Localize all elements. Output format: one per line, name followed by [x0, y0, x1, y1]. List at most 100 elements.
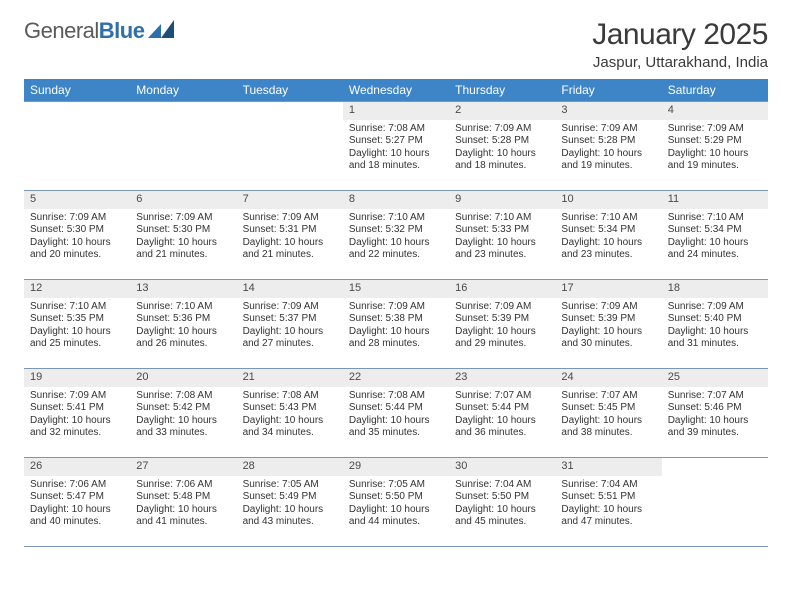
sunset-text: Sunset: 5:27 PM	[349, 135, 443, 148]
day-info: Sunrise: 7:09 AMSunset: 5:39 PMDaylight:…	[449, 298, 555, 355]
daylight-text: Daylight: 10 hours and 19 minutes.	[668, 148, 762, 173]
sunset-text: Sunset: 5:39 PM	[561, 313, 655, 326]
logo-text-1: General	[24, 18, 99, 43]
daylight-text: Daylight: 10 hours and 18 minutes.	[455, 148, 549, 173]
sunrise-text: Sunrise: 7:09 AM	[455, 301, 549, 314]
title-block: January 2025 Jaspur, Uttarakhand, India	[592, 18, 768, 71]
sunrise-text: Sunrise: 7:10 AM	[561, 212, 655, 225]
day-number: 9	[449, 191, 555, 209]
day-number	[130, 102, 236, 106]
day-info: Sunrise: 7:04 AMSunset: 5:51 PMDaylight:…	[555, 476, 661, 533]
location: Jaspur, Uttarakhand, India	[592, 54, 768, 71]
day-number: 23	[449, 369, 555, 387]
sunset-text: Sunset: 5:29 PM	[668, 135, 762, 148]
page-title: January 2025	[592, 18, 768, 52]
day-info: Sunrise: 7:10 AMSunset: 5:35 PMDaylight:…	[24, 298, 130, 355]
sunset-text: Sunset: 5:35 PM	[30, 313, 124, 326]
daylight-text: Daylight: 10 hours and 23 minutes.	[561, 237, 655, 262]
day-number: 31	[555, 458, 661, 476]
daylight-text: Daylight: 10 hours and 32 minutes.	[30, 415, 124, 440]
sunrise-text: Sunrise: 7:08 AM	[136, 390, 230, 403]
sunrise-text: Sunrise: 7:10 AM	[30, 301, 124, 314]
calendar-day-cell: 11Sunrise: 7:10 AMSunset: 5:34 PMDayligh…	[662, 191, 768, 279]
sunset-text: Sunset: 5:50 PM	[349, 491, 443, 504]
sunrise-text: Sunrise: 7:09 AM	[455, 123, 549, 136]
sunrise-text: Sunrise: 7:10 AM	[136, 301, 230, 314]
sunrise-text: Sunrise: 7:07 AM	[668, 390, 762, 403]
sunrise-text: Sunrise: 7:09 AM	[668, 123, 762, 136]
day-info: Sunrise: 7:10 AMSunset: 5:36 PMDaylight:…	[130, 298, 236, 355]
calendar-day-cell	[662, 458, 768, 546]
daylight-text: Daylight: 10 hours and 36 minutes.	[455, 415, 549, 440]
day-number	[237, 102, 343, 106]
calendar-day-cell: 19Sunrise: 7:09 AMSunset: 5:41 PMDayligh…	[24, 369, 130, 457]
calendar-day-cell: 22Sunrise: 7:08 AMSunset: 5:44 PMDayligh…	[343, 369, 449, 457]
day-info: Sunrise: 7:09 AMSunset: 5:39 PMDaylight:…	[555, 298, 661, 355]
weekday-header: Tuesday	[237, 79, 343, 101]
calendar-day-cell: 8Sunrise: 7:10 AMSunset: 5:32 PMDaylight…	[343, 191, 449, 279]
calendar-day-cell: 27Sunrise: 7:06 AMSunset: 5:48 PMDayligh…	[130, 458, 236, 546]
day-info: Sunrise: 7:09 AMSunset: 5:30 PMDaylight:…	[130, 209, 236, 266]
calendar-day-cell: 7Sunrise: 7:09 AMSunset: 5:31 PMDaylight…	[237, 191, 343, 279]
day-info: Sunrise: 7:10 AMSunset: 5:32 PMDaylight:…	[343, 209, 449, 266]
calendar-day-cell: 15Sunrise: 7:09 AMSunset: 5:38 PMDayligh…	[343, 280, 449, 368]
daylight-text: Daylight: 10 hours and 31 minutes.	[668, 326, 762, 351]
calendar-day-cell: 23 Sunrise: 7:07 AMSunset: 5:44 PMDayligh…	[449, 369, 555, 457]
day-info: Sunrise: 7:10 AMSunset: 5:34 PMDaylight:…	[662, 209, 768, 266]
logo: GeneralBlue	[24, 18, 174, 44]
weekday-header: Friday	[555, 79, 661, 101]
day-number: 14	[237, 280, 343, 298]
sunrise-text: Sunrise: 7:08 AM	[243, 390, 337, 403]
day-number: 2	[449, 102, 555, 120]
sunrise-text: Sunrise: 7:08 AM	[349, 123, 443, 136]
calendar-week: 26Sunrise: 7:06 AMSunset: 5:47 PMDayligh…	[24, 457, 768, 547]
day-info: Sunrise: 7:10 AMSunset: 5:34 PMDaylight:…	[555, 209, 661, 266]
day-info: Sunrise: 7:08 AMSunset: 5:43 PMDaylight:…	[237, 387, 343, 444]
weekday-header-row: Sunday Monday Tuesday Wednesday Thursday…	[24, 79, 768, 101]
calendar-day-cell: 12Sunrise: 7:10 AMSunset: 5:35 PMDayligh…	[24, 280, 130, 368]
day-number: 27	[130, 458, 236, 476]
daylight-text: Daylight: 10 hours and 39 minutes.	[668, 415, 762, 440]
sunset-text: Sunset: 5:37 PM	[243, 313, 337, 326]
day-info: Sunrise: 7:09 AMSunset: 5:28 PMDaylight:…	[449, 120, 555, 177]
calendar-day-cell: 30Sunrise: 7:04 AMSunset: 5:50 PMDayligh…	[449, 458, 555, 546]
sunset-text: Sunset: 5:30 PM	[30, 224, 124, 237]
daylight-text: Daylight: 10 hours and 23 minutes.	[455, 237, 549, 262]
daylight-text: Daylight: 10 hours and 28 minutes.	[349, 326, 443, 351]
daylight-text: Daylight: 10 hours and 25 minutes.	[30, 326, 124, 351]
day-number: 12	[24, 280, 130, 298]
sunrise-text: Sunrise: 7:10 AM	[668, 212, 762, 225]
day-number: 11	[662, 191, 768, 209]
daylight-text: Daylight: 10 hours and 24 minutes.	[668, 237, 762, 262]
sunrise-text: Sunrise: 7:07 AM	[455, 390, 549, 403]
sunrise-text: Sunrise: 7:09 AM	[668, 301, 762, 314]
header: GeneralBlue January 2025 Jaspur, Uttarak…	[24, 18, 768, 71]
sunset-text: Sunset: 5:42 PM	[136, 402, 230, 415]
sunset-text: Sunset: 5:28 PM	[455, 135, 549, 148]
day-number: 24	[555, 369, 661, 387]
day-info: Sunrise: 7:05 AMSunset: 5:50 PMDaylight:…	[343, 476, 449, 533]
day-number: 5	[24, 191, 130, 209]
sunset-text: Sunset: 5:30 PM	[136, 224, 230, 237]
sunset-text: Sunset: 5:34 PM	[561, 224, 655, 237]
day-number: 18	[662, 280, 768, 298]
calendar-day-cell: 31Sunrise: 7:04 AMSunset: 5:51 PMDayligh…	[555, 458, 661, 546]
day-number: 29	[343, 458, 449, 476]
calendar-day-cell: 3Sunrise: 7:09 AMSunset: 5:28 PMDaylight…	[555, 102, 661, 190]
daylight-text: Daylight: 10 hours and 26 minutes.	[136, 326, 230, 351]
weekday-header: Wednesday	[343, 79, 449, 101]
day-info: Sunrise: 7:04 AMSunset: 5:50 PMDaylight:…	[449, 476, 555, 533]
sunrise-text: Sunrise: 7:09 AM	[30, 212, 124, 225]
sunset-text: Sunset: 5:44 PM	[455, 402, 549, 415]
day-info: Sunrise: 7:09 AMSunset: 5:28 PMDaylight:…	[555, 120, 661, 177]
day-number: 4	[662, 102, 768, 120]
sunset-text: Sunset: 5:51 PM	[561, 491, 655, 504]
daylight-text: Daylight: 10 hours and 35 minutes.	[349, 415, 443, 440]
calendar-day-cell: 28Sunrise: 7:05 AMSunset: 5:49 PMDayligh…	[237, 458, 343, 546]
sunset-text: Sunset: 5:43 PM	[243, 402, 337, 415]
daylight-text: Daylight: 10 hours and 44 minutes.	[349, 504, 443, 529]
day-number: 6	[130, 191, 236, 209]
daylight-text: Daylight: 10 hours and 19 minutes.	[561, 148, 655, 173]
sunset-text: Sunset: 5:44 PM	[349, 402, 443, 415]
day-info: Sunrise: 7:08 AMSunset: 5:44 PMDaylight:…	[343, 387, 449, 444]
